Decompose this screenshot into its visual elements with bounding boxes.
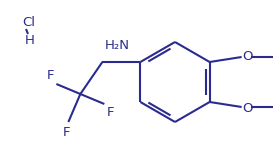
Text: F: F <box>47 69 54 82</box>
Text: O: O <box>243 49 253 63</box>
Text: H: H <box>25 34 35 47</box>
Text: F: F <box>106 106 114 119</box>
Text: O: O <box>243 101 253 115</box>
Text: Cl: Cl <box>22 16 35 28</box>
Text: F: F <box>63 126 70 139</box>
Text: H₂N: H₂N <box>104 39 129 52</box>
